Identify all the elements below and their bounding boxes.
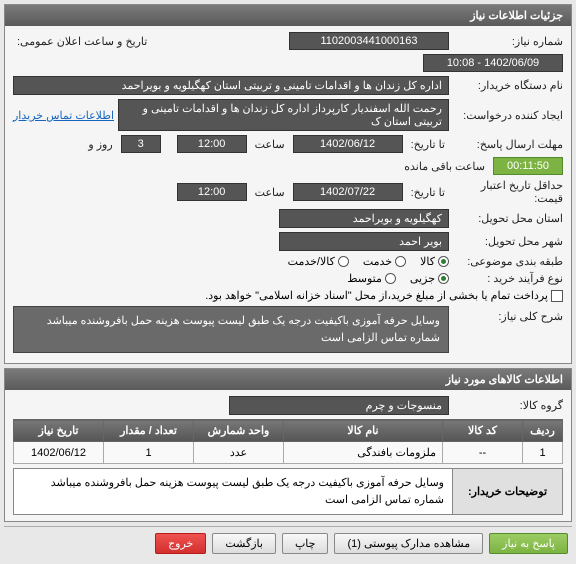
- label-remaining: ساعت باقی مانده: [400, 160, 489, 173]
- field-time-left: 00:11:50: [493, 157, 563, 175]
- radio-both[interactable]: کالا/خدمت: [288, 255, 349, 268]
- cell-name: ملزومات بافندگی: [284, 442, 443, 464]
- radio-dot-goods: [438, 256, 449, 267]
- respond-button[interactable]: پاسخ به نیاز: [489, 533, 568, 554]
- label-until-2: تا تاریخ:: [407, 186, 449, 199]
- payment-check[interactable]: پرداخت تمام یا بخشی از مبلغ خرید،از محل …: [205, 289, 563, 302]
- field-days-left: 3: [121, 135, 161, 153]
- label-day-and: روز و: [84, 138, 116, 151]
- field-price-date: 1402/07/22: [293, 183, 403, 201]
- th-date: تاریخ نیاز: [14, 420, 104, 442]
- label-announce-dt: تاریخ و ساعت اعلان عمومی:: [13, 35, 151, 48]
- field-goods-group: منسوجات و چرم: [229, 396, 449, 415]
- th-qty: تعداد / مقدار: [104, 420, 194, 442]
- cell-date: 1402/06/12: [14, 442, 104, 464]
- radio-dot-medium: [385, 273, 396, 284]
- radio-goods[interactable]: کالا: [420, 255, 449, 268]
- field-announce-dt: 1402/06/09 - 10:08: [423, 54, 563, 72]
- radio-dot-both: [338, 256, 349, 267]
- label-hour-1: ساعت: [251, 138, 289, 151]
- radio-minor[interactable]: جزیی: [410, 272, 449, 285]
- need-info-body: شماره نیاز: 1102003441000163 تاریخ و ساع…: [5, 26, 571, 363]
- items-header: اطلاعات کالاهای مورد نیاز: [5, 369, 571, 390]
- buyer-note: توضیحات خریدار: وسایل حرفه آموزی باکیفیت…: [13, 468, 563, 515]
- items-table: ردیف کد کالا نام کالا واحد شمارش تعداد /…: [13, 419, 563, 464]
- buyer-note-text: وسایل حرفه آموزی باکیفیت درجه یک طبق لیس…: [14, 469, 452, 514]
- th-unit: واحد شمارش: [194, 420, 284, 442]
- radio-label-minor: جزیی: [410, 272, 435, 285]
- label-process: نوع فرآیند خرید :: [453, 272, 563, 285]
- cell-code: --: [443, 442, 523, 464]
- radio-label-goods: کالا: [420, 255, 435, 268]
- radio-label-medium: متوسط: [347, 272, 382, 285]
- field-price-hour: 12:00: [177, 183, 247, 201]
- payment-note: پرداخت تمام یا بخشی از مبلغ خرید،از محل …: [205, 289, 548, 302]
- process-radio-group: جزیی متوسط: [347, 272, 449, 285]
- category-radio-group: کالا خدمت کالا/خدمت: [288, 255, 449, 268]
- buyer-note-label: توضیحات خریدار:: [452, 469, 562, 514]
- label-reply-deadline: مهلت ارسال پاسخ:: [453, 138, 563, 151]
- field-buyer-org: اداره کل زندان ها و اقدامات تامینی و ترب…: [13, 76, 449, 95]
- field-city: بویر احمد: [279, 232, 449, 251]
- payment-checkbox: [551, 290, 563, 302]
- radio-dot-minor: [438, 273, 449, 284]
- label-price-validity: حداقل تاریخ اعتبار قیمت:: [453, 179, 563, 205]
- label-city: شهر محل تحویل:: [453, 235, 563, 248]
- label-requester: ایجاد کننده درخواست:: [453, 109, 563, 122]
- table-row[interactable]: 1--ملزومات بافندگیعدد11402/06/12: [14, 442, 563, 464]
- field-reply-hour: 12:00: [177, 135, 247, 153]
- attachments-button[interactable]: مشاهده مدارک پیوستی (1): [334, 533, 483, 554]
- items-panel: اطلاعات کالاهای مورد نیاز گروه کالا: منس…: [4, 368, 572, 522]
- label-need-desc: شرح کلی نیاز:: [453, 306, 563, 353]
- radio-label-both: کالا/خدمت: [288, 255, 335, 268]
- label-hour-2: ساعت: [251, 186, 289, 199]
- label-buyer-org: نام دستگاه خریدار:: [453, 79, 563, 92]
- th-code: کد کالا: [443, 420, 523, 442]
- need-info-header: جزئیات اطلاعات نیاز: [5, 5, 571, 26]
- radio-service[interactable]: خدمت: [363, 255, 406, 268]
- cell-qty: 1: [104, 442, 194, 464]
- field-province: کهگیلویه و بویراحمد: [279, 209, 449, 228]
- radio-label-service: خدمت: [363, 255, 392, 268]
- label-until-1: تا تاریخ:: [407, 138, 449, 151]
- radio-medium[interactable]: متوسط: [347, 272, 396, 285]
- cell-row: 1: [523, 442, 563, 464]
- print-button[interactable]: چاپ: [282, 533, 329, 554]
- radio-dot-service: [395, 256, 406, 267]
- field-requester: رحمت الله اسفندیار کارپرداز اداره کل زند…: [118, 99, 449, 131]
- th-row: ردیف: [523, 420, 563, 442]
- label-need-no: شماره نیاز:: [453, 35, 563, 48]
- label-category: طبقه بندی موضوعی:: [453, 255, 563, 268]
- back-button[interactable]: بازگشت: [212, 533, 276, 554]
- exit-button[interactable]: خروج: [155, 533, 206, 554]
- contact-link[interactable]: اطلاعات تماس خریدار: [13, 109, 114, 122]
- items-body: گروه کالا: منسوجات و چرم ردیف کد کالا نا…: [5, 390, 571, 521]
- th-name: نام کالا: [284, 420, 443, 442]
- cell-unit: عدد: [194, 442, 284, 464]
- items-header-row: ردیف کد کالا نام کالا واحد شمارش تعداد /…: [14, 420, 563, 442]
- field-reply-date: 1402/06/12: [293, 135, 403, 153]
- field-need-no: 1102003441000163: [289, 32, 449, 50]
- footer-bar: پاسخ به نیاز مشاهده مدارک پیوستی (1) چاپ…: [4, 526, 572, 560]
- field-need-desc: وسایل حرفه آموزی باکیفیت درجه یک طبق لیس…: [13, 306, 449, 353]
- label-province: استان محل تحویل:: [453, 212, 563, 225]
- need-info-panel: جزئیات اطلاعات نیاز شماره نیاز: 11020034…: [4, 4, 572, 364]
- label-goods-group: گروه کالا:: [453, 399, 563, 412]
